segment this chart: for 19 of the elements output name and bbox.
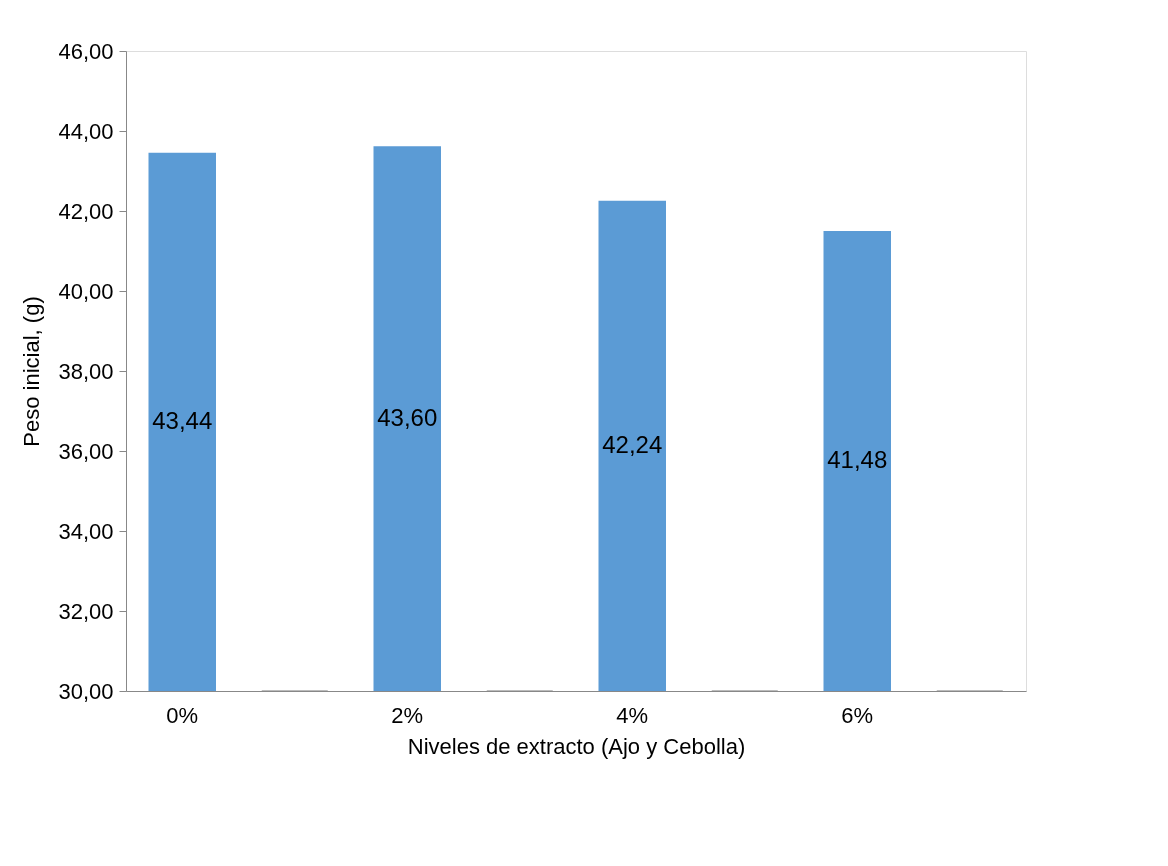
- x-tick-label: 4%: [616, 702, 649, 728]
- x-tick-label: 6%: [841, 702, 874, 728]
- data-label: 42,24: [602, 431, 663, 459]
- x-tick-label: 2%: [391, 702, 424, 728]
- y-tick-label: 38,00: [58, 358, 114, 384]
- y-axis-title: Peso inicial, (g): [19, 296, 45, 447]
- data-label: 43,60: [377, 404, 438, 431]
- y-tick-label: 36,00: [58, 438, 114, 464]
- y-tick-label: 32,00: [58, 598, 114, 624]
- data-label: 43,44: [152, 407, 213, 435]
- x-tick-label: 0%: [166, 702, 199, 728]
- x-axis-title: Niveles de extracto (Ajo y Cebolla): [407, 733, 746, 759]
- y-tick-label: 44,00: [58, 118, 114, 144]
- data-label: 41,48: [827, 446, 888, 474]
- y-tick-label: 34,00: [58, 518, 114, 544]
- y-tick-label: 30,00: [58, 678, 114, 704]
- y-tick-label: 46,00: [58, 38, 114, 64]
- y-tick-label: 40,00: [58, 278, 114, 304]
- y-tick-label: 42,00: [58, 198, 114, 224]
